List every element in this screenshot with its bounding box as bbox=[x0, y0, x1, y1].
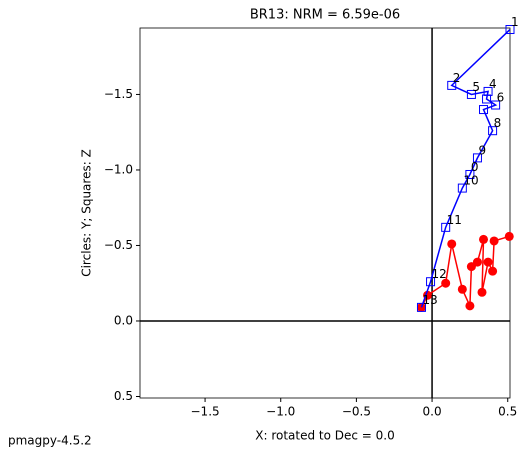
square-marker bbox=[479, 105, 489, 115]
circle-marker bbox=[488, 266, 498, 276]
x-tick-label: 0.5 bbox=[498, 405, 517, 419]
circle-marker bbox=[457, 284, 467, 294]
point-label: 6 bbox=[497, 91, 505, 105]
circle-marker bbox=[504, 231, 514, 241]
point-label: 12 bbox=[432, 267, 447, 281]
x-axis-label: X: rotated to Dec = 0.0 bbox=[255, 429, 395, 443]
y-tick-label: −0.5 bbox=[104, 238, 133, 252]
x-tick-label: −1.0 bbox=[266, 405, 295, 419]
footer: pmagpy-4.5.2 bbox=[8, 434, 92, 448]
y-tick-label: 0.0 bbox=[114, 313, 133, 327]
square-marker bbox=[416, 302, 426, 312]
square-marker bbox=[441, 222, 451, 232]
square-marker bbox=[465, 169, 475, 179]
circle-marker bbox=[447, 239, 457, 249]
square-marker bbox=[457, 183, 467, 193]
y-tick-label: 0.5 bbox=[114, 389, 133, 403]
plot-frame bbox=[139, 27, 511, 399]
point-label: 4 bbox=[489, 77, 497, 91]
point-label: 10 bbox=[463, 174, 478, 188]
y-tick-label: −1.0 bbox=[104, 162, 133, 176]
point-label: 1 bbox=[511, 15, 519, 29]
square-marker bbox=[505, 25, 515, 35]
x-tick-label: −1.5 bbox=[191, 405, 220, 419]
circle-marker bbox=[472, 257, 482, 267]
square-marker bbox=[447, 80, 457, 90]
chart-title: BR13: NRM = 6.59e-06 bbox=[250, 8, 400, 23]
square-marker bbox=[426, 277, 436, 287]
point-label: 9 bbox=[478, 143, 486, 157]
point-label: 5 bbox=[472, 80, 480, 94]
square-marker bbox=[491, 100, 501, 110]
y-tick-label: −1.5 bbox=[104, 87, 133, 101]
x-tick-label: −0.5 bbox=[342, 405, 371, 419]
circle-marker bbox=[479, 234, 489, 244]
circle-marker bbox=[441, 278, 451, 288]
point-label: 8 bbox=[494, 116, 502, 130]
point-label: 2 bbox=[453, 71, 461, 85]
point-label: 0 bbox=[471, 160, 479, 174]
x-tick-label: 0.0 bbox=[423, 405, 442, 419]
square-marker bbox=[472, 153, 482, 163]
point-label: 11 bbox=[447, 213, 462, 227]
circle-marker bbox=[465, 301, 475, 311]
square-marker bbox=[482, 94, 492, 104]
circle-marker bbox=[483, 257, 493, 267]
point-label: 13 bbox=[422, 293, 437, 307]
square-marker bbox=[488, 126, 498, 136]
circle-marker bbox=[477, 287, 487, 297]
circle-marker bbox=[489, 236, 499, 246]
square-marker bbox=[466, 89, 476, 99]
series-line bbox=[420, 28, 511, 308]
y-axis-label: Circles: Y; Squares: Z bbox=[80, 149, 94, 277]
